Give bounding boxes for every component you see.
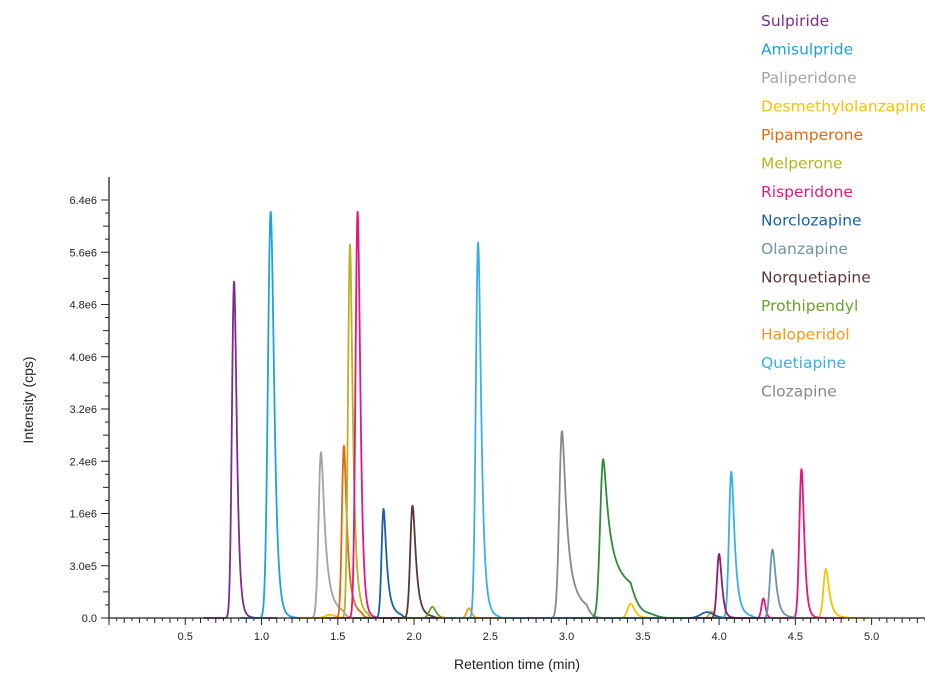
y-tick-label: 0.0	[82, 613, 97, 625]
legend-item: Paliperidone	[761, 69, 857, 87]
x-axis-title: Retention time (min)	[454, 656, 580, 672]
y-tick-label: 3.2e6	[69, 404, 97, 416]
trace-clozapine	[530, 430, 606, 619]
legend-item: Norclozapine	[761, 212, 862, 230]
legend-item: Pipamperone	[761, 126, 863, 144]
x-tick-label: 2.0	[406, 631, 421, 643]
legend-item: Prothipendyl	[761, 297, 858, 315]
trace-unlabeled-14	[572, 458, 694, 619]
x-tick-label: 1.5	[330, 631, 345, 643]
x-ticks: 0.5 1.0 1.5 2.0 2.5 3.0 3.5 4.0 4.5 5.0	[108, 618, 925, 643]
trace-quetiapine	[447, 241, 775, 619]
y-tick-label: 5.6e6	[69, 247, 97, 259]
legend: Sulpiride Amisulpride Paliperidone Desmethy…	[761, 12, 925, 401]
legend-item: Melperone	[761, 155, 842, 173]
y-tick-label: 2.4e6	[69, 456, 97, 468]
trace-olanzapine	[741, 548, 816, 619]
y-tick-label: 6.4e6	[69, 195, 97, 207]
x-tick-label: 4.5	[788, 631, 803, 643]
trace-desmethylolanzapine	[299, 568, 870, 619]
trace-norquetiapine	[381, 504, 456, 619]
x-tick-label: 2.5	[483, 631, 498, 643]
x-tick-label: 3.0	[559, 631, 574, 643]
legend-item: Sulpiride	[761, 12, 829, 30]
y-ticks: 0.0 3.0e5 1.6e6 2.4e6 3.2e6 4.0e6 4.8e6 5.6e6 6.…	[69, 195, 109, 625]
trace-melperone	[318, 243, 755, 619]
y-tick-label: 3.0e5	[69, 561, 97, 573]
y-axis-title: Intensity (cps)	[20, 356, 36, 443]
legend-item: Risperidone	[761, 183, 853, 201]
legend-item: Olanzapine	[761, 240, 848, 258]
y-tick-label: 4.8e6	[69, 300, 97, 312]
legend-item: Haloperidol	[761, 326, 850, 344]
trace-unlabeled-15	[687, 553, 763, 619]
y-tick-label: 4.0e6	[69, 352, 97, 364]
x-tick-label: 1.0	[254, 631, 269, 643]
legend-item: Quetiapine	[761, 354, 846, 372]
x-tick-label: 3.5	[635, 631, 650, 643]
x-tick-label: 4.0	[711, 631, 726, 643]
legend-item: Clozapine	[761, 383, 837, 401]
x-tick-label: 5.0	[864, 631, 879, 643]
x-tick-label: 0.5	[178, 631, 193, 643]
legend-item: Amisulpride	[761, 41, 853, 59]
y-tick-label: 1.6e6	[69, 509, 97, 521]
axes: 0.5 1.0 1.5 2.0 2.5 3.0 3.5 4.0 4.5 5.0 0.0 3.0e5 1…	[69, 177, 925, 643]
trace-amisulpride	[239, 210, 314, 619]
legend-item: Norquetiapine	[761, 269, 871, 287]
legend-item: Desmethylolanzapine	[761, 98, 925, 116]
trace-norclozapine	[352, 508, 751, 619]
